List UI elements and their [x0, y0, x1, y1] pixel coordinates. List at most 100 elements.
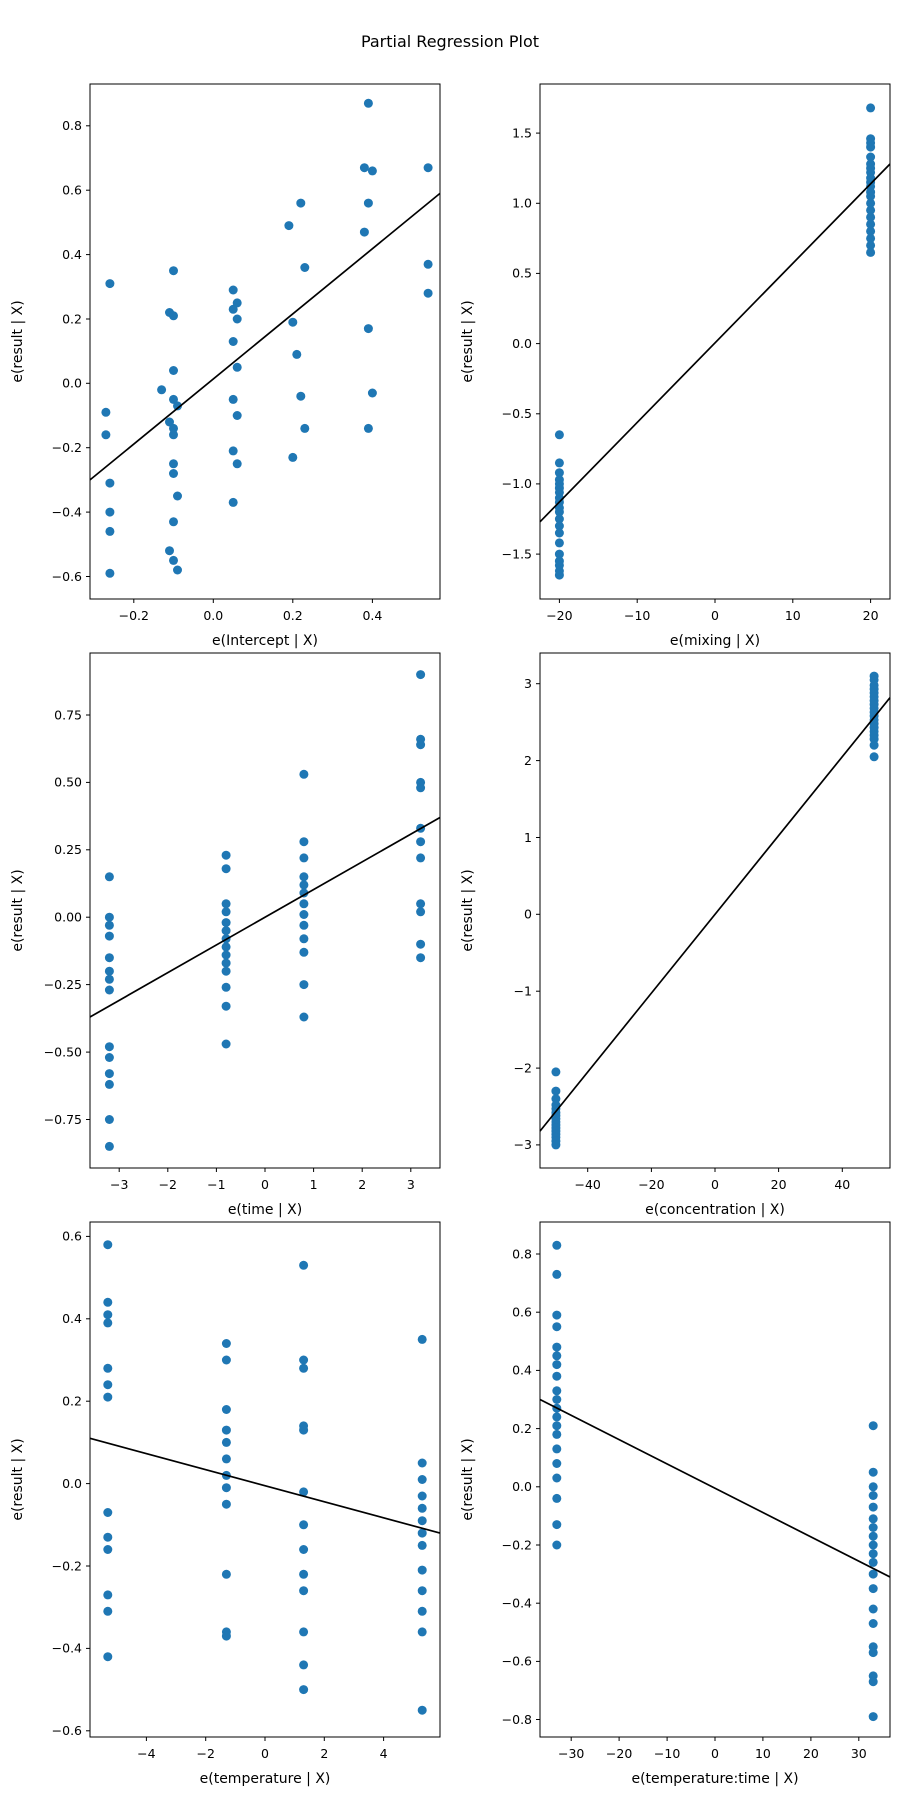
y-axis: −0.6 −0.4 −0.2 0.0 0.2 0.4 0.6 e(result | X) — [10, 1229, 90, 1738]
data-point — [417, 1334, 427, 1344]
x-tick-label: 0 — [711, 1177, 719, 1192]
y-tick-label: 0.00 — [54, 910, 82, 925]
y-tick-label: 0.50 — [54, 775, 82, 790]
data-point — [104, 1079, 114, 1089]
data-point — [868, 1531, 878, 1541]
data-point — [416, 670, 426, 680]
data-point — [552, 1412, 562, 1422]
data-point — [554, 538, 564, 548]
data-point — [554, 570, 564, 580]
data-point — [300, 423, 310, 433]
data-point — [551, 1067, 561, 1077]
data-point — [866, 226, 876, 236]
data-point — [288, 317, 298, 327]
data-point — [228, 304, 238, 314]
x-tick-label: −1 — [207, 1177, 225, 1192]
data-point — [416, 853, 426, 863]
data-point — [104, 974, 114, 984]
data-point — [868, 1584, 878, 1594]
y-axis-label: e(result | X) — [10, 1438, 26, 1520]
x-tick-label: 20 — [863, 608, 879, 623]
x-axis: −20 −10 0 10 20 e(mixing | X) — [546, 599, 879, 649]
y-tick-label: 1 — [524, 830, 532, 845]
data-points — [103, 1240, 427, 1715]
data-point — [299, 1355, 309, 1365]
y-tick-label: 0.0 — [62, 1476, 82, 1491]
y-tick-label: −0.6 — [52, 569, 82, 584]
data-point — [221, 1001, 231, 1011]
x-tick-label: 2 — [320, 1746, 328, 1761]
x-axis: −30 −20 −10 0 10 20 30 e(temperature:time | X) — [558, 1737, 867, 1787]
data-points — [554, 103, 876, 580]
data-point — [416, 783, 426, 793]
data-point — [417, 1503, 427, 1513]
data-point — [552, 1322, 562, 1332]
data-point — [868, 1540, 878, 1550]
y-axis-label: e(result | X) — [10, 869, 26, 951]
x-axis: −4 −2 0 2 4 e(temperature | X) — [137, 1737, 388, 1787]
x-tick-label: 0 — [711, 608, 719, 623]
data-point — [554, 507, 564, 517]
subplot-mixing: −20 −10 0 10 20 e(mixing | X) −1.5 −1.0 −0.5 0.0 0… — [450, 82, 900, 651]
data-point — [104, 912, 114, 922]
data-point — [868, 1604, 878, 1614]
data-point — [423, 259, 433, 269]
y-tick-label: 0.2 — [512, 1421, 532, 1436]
subplot-temperature: −4 −2 0 2 4 e(temperature | X) −0.6 −0.4 −0.2 0.0… — [0, 1220, 450, 1789]
y-tick-label: 0.6 — [512, 1305, 532, 1320]
y-tick-label: −0.4 — [502, 1596, 532, 1611]
data-point — [232, 298, 242, 308]
data-point — [104, 953, 114, 963]
data-point — [359, 163, 369, 173]
data-point — [552, 1493, 562, 1503]
data-point — [868, 1491, 878, 1500]
data-point — [103, 1590, 113, 1600]
data-point — [299, 1660, 309, 1670]
data-point — [299, 1363, 309, 1373]
data-point — [232, 459, 242, 469]
data-point — [552, 1395, 562, 1404]
data-point — [866, 233, 876, 243]
data-point — [868, 1523, 878, 1532]
data-point — [299, 920, 309, 930]
data-point — [868, 1648, 878, 1658]
data-point — [417, 1627, 427, 1637]
data-point — [221, 1499, 231, 1509]
data-point — [416, 953, 426, 963]
y-tick-label: −0.2 — [52, 1558, 82, 1573]
data-point — [232, 411, 242, 420]
data-point — [367, 388, 377, 398]
data-point — [169, 517, 178, 527]
data-point — [367, 166, 377, 176]
data-point — [552, 1240, 562, 1250]
data-point — [299, 853, 309, 863]
y-tick-label: 0.4 — [512, 1363, 532, 1378]
x-axis: −40 −20 0 20 40 e(concentration | X) — [575, 1168, 850, 1218]
x-axis: −0.2 0.0 0.2 0.4 e(Intercept | X) — [119, 599, 382, 649]
data-point — [104, 966, 114, 976]
y-axis-label: e(result | X) — [10, 300, 26, 382]
y-tick-label: 0.6 — [62, 183, 82, 198]
x-tick-label: 40 — [834, 1177, 850, 1192]
y-tick-label: 1.0 — [512, 196, 532, 211]
data-point — [169, 423, 178, 433]
y-tick-label: −0.6 — [52, 1723, 82, 1738]
data-points — [552, 1240, 878, 1722]
data-point — [284, 221, 294, 231]
data-point — [299, 947, 309, 957]
data-point — [103, 1380, 113, 1390]
data-point — [552, 1310, 562, 1320]
data-point — [551, 1086, 561, 1096]
data-point — [169, 366, 178, 375]
regression-line — [89, 1437, 441, 1534]
figure-title: Partial Regression Plot — [360, 31, 540, 51]
y-tick-label: −0.50 — [44, 1044, 82, 1059]
x-axis-label: e(Intercept | X) — [212, 633, 318, 649]
x-tick-label: 10 — [785, 608, 801, 623]
y-axis: −3 −2 −1 0 1 2 3 e(result | X) — [460, 676, 540, 1152]
y-tick-label: 0.75 — [54, 707, 82, 722]
data-point — [221, 850, 231, 860]
data-point — [299, 1425, 309, 1435]
data-point — [221, 1483, 231, 1493]
